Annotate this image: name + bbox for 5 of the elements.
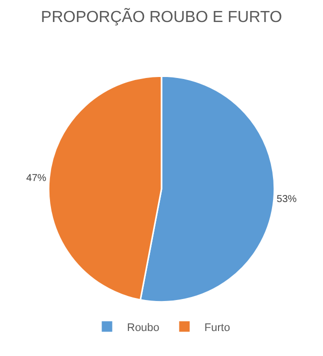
chart-title: PROPORÇÃO ROUBO E FURTO [40, 6, 282, 26]
legend-label: Roubo [127, 322, 160, 334]
data-label: 53% [276, 194, 297, 206]
legend-label: Furto [204, 322, 230, 334]
data-label: 47% [26, 172, 46, 184]
